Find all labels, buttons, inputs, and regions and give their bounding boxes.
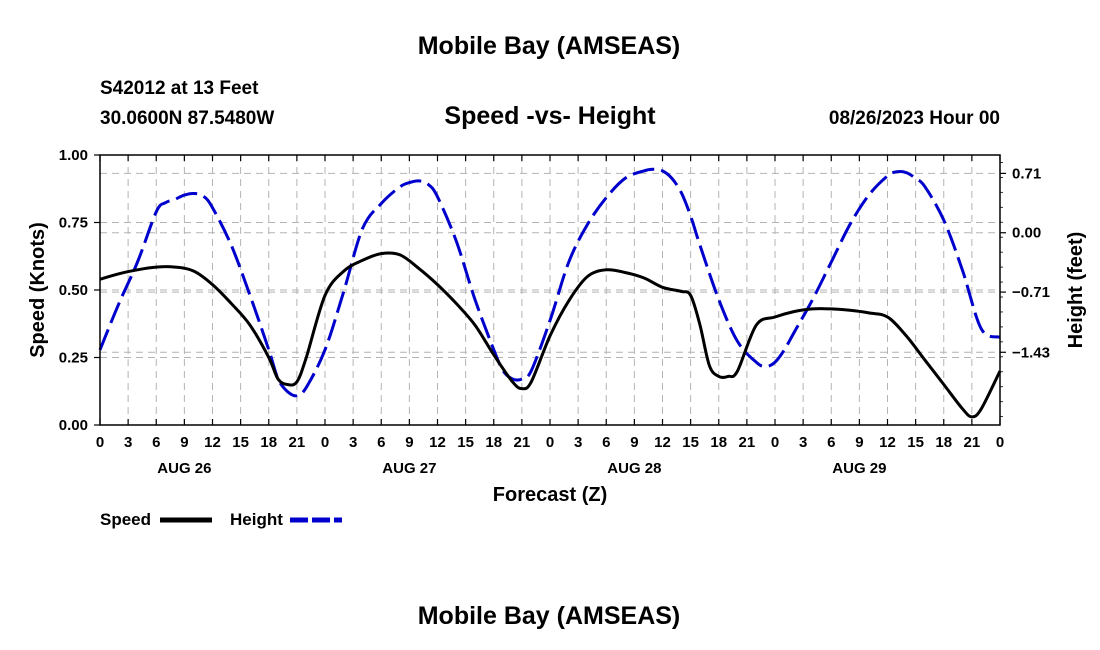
x-tick-label: 9 bbox=[855, 434, 863, 451]
x-tick-label: 6 bbox=[827, 434, 835, 451]
axes: 0 3 6 9 12 15 18 21 0 3 6 9 12 15 18 21 0 3 6 9 12 15 18 21 0 3 6 9… bbox=[59, 147, 1050, 477]
legend: Speed Height bbox=[100, 510, 342, 529]
x-tick-label: 18 bbox=[710, 434, 727, 451]
footer-title: Mobile Bay (AMSEAS) bbox=[418, 602, 681, 630]
y-tick-label-left: 0.25 bbox=[59, 350, 88, 367]
y-tick-label-right: 0.71 bbox=[1012, 165, 1041, 182]
x-tick-label: 3 bbox=[124, 434, 132, 451]
x-axis-label: Forecast (Z) bbox=[493, 484, 607, 506]
x-tick-label: 9 bbox=[630, 434, 638, 451]
y-axis-left-label: Speed (Knots) bbox=[27, 222, 49, 358]
y-tick-label-left: 0.75 bbox=[59, 215, 88, 232]
x-tick-label: 15 bbox=[232, 434, 249, 451]
x-tick-label: 3 bbox=[574, 434, 582, 451]
x-tick-label: 18 bbox=[485, 434, 502, 451]
legend-label-height: Height bbox=[230, 510, 283, 529]
x-tick-label: 21 bbox=[289, 434, 306, 451]
x-tick-label: 3 bbox=[799, 434, 807, 451]
series-line-height bbox=[98, 167, 1001, 398]
grid bbox=[100, 155, 1000, 425]
x-tick-label: 6 bbox=[152, 434, 160, 451]
x-tick-label: 0 bbox=[996, 434, 1004, 451]
y-tick-label-left: 0.50 bbox=[59, 282, 88, 299]
x-tick-label: 12 bbox=[204, 434, 221, 451]
station-label: S42012 at 13 Feet bbox=[100, 78, 259, 99]
legend-label-speed: Speed bbox=[100, 510, 151, 529]
x-tick-label: 21 bbox=[514, 434, 531, 451]
x-tick-label: 9 bbox=[405, 434, 413, 451]
chart-title: Mobile Bay (AMSEAS) bbox=[418, 32, 681, 60]
x-tick-label: 6 bbox=[602, 434, 610, 451]
run-time-label: 08/26/2023 Hour 00 bbox=[829, 108, 1000, 129]
series-group bbox=[98, 167, 1002, 419]
x-tick-label: 0 bbox=[321, 434, 329, 451]
x-tick-label: 21 bbox=[739, 434, 756, 451]
series-line-speed bbox=[99, 251, 1002, 419]
y-tick-label-right: −1.43 bbox=[1012, 344, 1050, 361]
x-day-label: AUG 29 bbox=[832, 460, 886, 477]
x-tick-label: 9 bbox=[180, 434, 188, 451]
x-tick-label: 0 bbox=[546, 434, 554, 451]
x-tick-label: 15 bbox=[907, 434, 924, 451]
x-tick-label: 3 bbox=[349, 434, 357, 451]
y-tick-label-right: 0.00 bbox=[1012, 225, 1041, 242]
x-day-label: AUG 28 bbox=[607, 460, 661, 477]
x-tick-label: 6 bbox=[377, 434, 385, 451]
y-tick-label-left: 0.00 bbox=[59, 417, 88, 434]
coordinates-label: 30.0600N 87.5480W bbox=[100, 108, 274, 129]
x-tick-label: 15 bbox=[682, 434, 699, 451]
x-tick-label: 0 bbox=[771, 434, 779, 451]
x-tick-label: 12 bbox=[654, 434, 671, 451]
y-axis-right-label: Height (feet) bbox=[1065, 232, 1087, 349]
x-tick-label: 18 bbox=[260, 434, 277, 451]
x-day-label: AUG 27 bbox=[382, 460, 436, 477]
y-tick-label-right: −0.71 bbox=[1012, 284, 1050, 301]
x-tick-label: 0 bbox=[96, 434, 104, 451]
chart-subtitle: Speed -vs- Height bbox=[444, 102, 656, 130]
x-tick-label: 12 bbox=[429, 434, 446, 451]
x-tick-label: 12 bbox=[879, 434, 896, 451]
x-tick-label: 18 bbox=[935, 434, 952, 451]
x-tick-label: 21 bbox=[964, 434, 981, 451]
x-tick-label: 15 bbox=[457, 434, 474, 451]
x-day-label: AUG 26 bbox=[157, 460, 211, 477]
y-tick-label-left: 1.00 bbox=[59, 147, 88, 164]
